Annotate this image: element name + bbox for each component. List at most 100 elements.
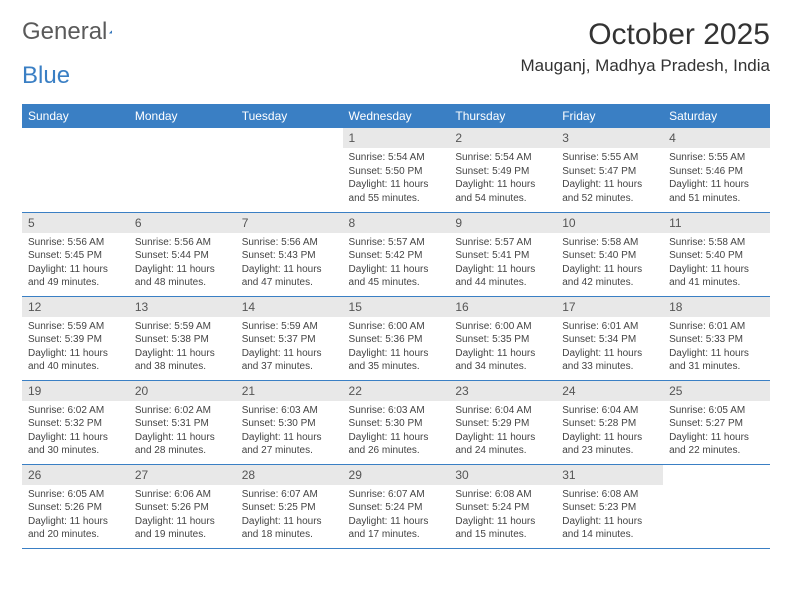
day-number: 30 — [449, 465, 556, 485]
day-number: 14 — [236, 297, 343, 317]
day-details: Sunrise: 5:59 AMSunset: 5:39 PMDaylight:… — [22, 317, 129, 377]
calendar-cell — [129, 128, 236, 212]
location: Mauganj, Madhya Pradesh, India — [521, 56, 771, 76]
calendar-cell: 27Sunrise: 6:06 AMSunset: 5:26 PMDayligh… — [129, 464, 236, 548]
weekday-header-row: Sunday Monday Tuesday Wednesday Thursday… — [22, 104, 770, 128]
day-number: 27 — [129, 465, 236, 485]
day-number: 13 — [129, 297, 236, 317]
calendar-cell: 30Sunrise: 6:08 AMSunset: 5:24 PMDayligh… — [449, 464, 556, 548]
day-details: Sunrise: 6:04 AMSunset: 5:29 PMDaylight:… — [449, 401, 556, 461]
title-block: October 2025 Mauganj, Madhya Pradesh, In… — [521, 18, 771, 76]
calendar-cell: 11Sunrise: 5:58 AMSunset: 5:40 PMDayligh… — [663, 212, 770, 296]
calendar-cell: 22Sunrise: 6:03 AMSunset: 5:30 PMDayligh… — [343, 380, 450, 464]
day-details: Sunrise: 6:01 AMSunset: 5:34 PMDaylight:… — [556, 317, 663, 377]
day-number: 20 — [129, 381, 236, 401]
col-sunday: Sunday — [22, 104, 129, 128]
calendar-cell: 9Sunrise: 5:57 AMSunset: 5:41 PMDaylight… — [449, 212, 556, 296]
day-number: 24 — [556, 381, 663, 401]
calendar-cell: 26Sunrise: 6:05 AMSunset: 5:26 PMDayligh… — [22, 464, 129, 548]
calendar-cell: 3Sunrise: 5:55 AMSunset: 5:47 PMDaylight… — [556, 128, 663, 212]
day-number: 21 — [236, 381, 343, 401]
calendar-cell: 24Sunrise: 6:04 AMSunset: 5:28 PMDayligh… — [556, 380, 663, 464]
day-number: 12 — [22, 297, 129, 317]
day-details: Sunrise: 6:06 AMSunset: 5:26 PMDaylight:… — [129, 485, 236, 545]
calendar-cell — [236, 128, 343, 212]
calendar-cell: 7Sunrise: 5:56 AMSunset: 5:43 PMDaylight… — [236, 212, 343, 296]
day-details: Sunrise: 5:56 AMSunset: 5:43 PMDaylight:… — [236, 233, 343, 293]
day-details: Sunrise: 5:55 AMSunset: 5:46 PMDaylight:… — [663, 148, 770, 208]
calendar-cell: 15Sunrise: 6:00 AMSunset: 5:36 PMDayligh… — [343, 296, 450, 380]
day-number: 7 — [236, 213, 343, 233]
calendar-cell: 5Sunrise: 5:56 AMSunset: 5:45 PMDaylight… — [22, 212, 129, 296]
day-number: 28 — [236, 465, 343, 485]
calendar-cell: 21Sunrise: 6:03 AMSunset: 5:30 PMDayligh… — [236, 380, 343, 464]
calendar-table: Sunday Monday Tuesday Wednesday Thursday… — [22, 104, 770, 549]
day-details: Sunrise: 5:54 AMSunset: 5:49 PMDaylight:… — [449, 148, 556, 208]
col-saturday: Saturday — [663, 104, 770, 128]
day-number: 10 — [556, 213, 663, 233]
calendar-row: 12Sunrise: 5:59 AMSunset: 5:39 PMDayligh… — [22, 296, 770, 380]
day-number: 9 — [449, 213, 556, 233]
day-details: Sunrise: 5:58 AMSunset: 5:40 PMDaylight:… — [663, 233, 770, 293]
day-details: Sunrise: 5:59 AMSunset: 5:37 PMDaylight:… — [236, 317, 343, 377]
day-details: Sunrise: 5:59 AMSunset: 5:38 PMDaylight:… — [129, 317, 236, 377]
calendar-cell: 1Sunrise: 5:54 AMSunset: 5:50 PMDaylight… — [343, 128, 450, 212]
calendar-cell: 4Sunrise: 5:55 AMSunset: 5:46 PMDaylight… — [663, 128, 770, 212]
day-details: Sunrise: 6:02 AMSunset: 5:32 PMDaylight:… — [22, 401, 129, 461]
calendar-row: 1Sunrise: 5:54 AMSunset: 5:50 PMDaylight… — [22, 128, 770, 212]
calendar-cell: 29Sunrise: 6:07 AMSunset: 5:24 PMDayligh… — [343, 464, 450, 548]
calendar-cell: 10Sunrise: 5:58 AMSunset: 5:40 PMDayligh… — [556, 212, 663, 296]
calendar-cell: 6Sunrise: 5:56 AMSunset: 5:44 PMDaylight… — [129, 212, 236, 296]
logo-text-general: General — [22, 18, 107, 46]
col-tuesday: Tuesday — [236, 104, 343, 128]
day-details: Sunrise: 6:03 AMSunset: 5:30 PMDaylight:… — [343, 401, 450, 461]
day-details: Sunrise: 6:00 AMSunset: 5:36 PMDaylight:… — [343, 317, 450, 377]
day-details: Sunrise: 5:54 AMSunset: 5:50 PMDaylight:… — [343, 148, 450, 208]
logo: General — [22, 18, 133, 46]
col-thursday: Thursday — [449, 104, 556, 128]
calendar-cell: 31Sunrise: 6:08 AMSunset: 5:23 PMDayligh… — [556, 464, 663, 548]
day-details: Sunrise: 6:08 AMSunset: 5:23 PMDaylight:… — [556, 485, 663, 545]
calendar-cell — [663, 464, 770, 548]
calendar-cell: 8Sunrise: 5:57 AMSunset: 5:42 PMDaylight… — [343, 212, 450, 296]
calendar-cell: 25Sunrise: 6:05 AMSunset: 5:27 PMDayligh… — [663, 380, 770, 464]
day-details: Sunrise: 6:05 AMSunset: 5:27 PMDaylight:… — [663, 401, 770, 461]
calendar-cell — [22, 128, 129, 212]
logo-sail-icon — [109, 22, 113, 42]
day-details: Sunrise: 6:07 AMSunset: 5:24 PMDaylight:… — [343, 485, 450, 545]
day-number: 25 — [663, 381, 770, 401]
month-title: October 2025 — [521, 18, 771, 52]
day-number: 29 — [343, 465, 450, 485]
day-details: Sunrise: 6:00 AMSunset: 5:35 PMDaylight:… — [449, 317, 556, 377]
col-friday: Friday — [556, 104, 663, 128]
day-number: 23 — [449, 381, 556, 401]
day-number: 5 — [22, 213, 129, 233]
day-number: 22 — [343, 381, 450, 401]
day-details: Sunrise: 6:08 AMSunset: 5:24 PMDaylight:… — [449, 485, 556, 545]
day-number: 3 — [556, 128, 663, 148]
day-number: 16 — [449, 297, 556, 317]
day-number: 1 — [343, 128, 450, 148]
day-details: Sunrise: 6:01 AMSunset: 5:33 PMDaylight:… — [663, 317, 770, 377]
calendar-cell: 17Sunrise: 6:01 AMSunset: 5:34 PMDayligh… — [556, 296, 663, 380]
calendar-cell: 2Sunrise: 5:54 AMSunset: 5:49 PMDaylight… — [449, 128, 556, 212]
day-details: Sunrise: 5:58 AMSunset: 5:40 PMDaylight:… — [556, 233, 663, 293]
day-details: Sunrise: 5:57 AMSunset: 5:42 PMDaylight:… — [343, 233, 450, 293]
day-number: 11 — [663, 213, 770, 233]
day-details: Sunrise: 6:05 AMSunset: 5:26 PMDaylight:… — [22, 485, 129, 545]
col-monday: Monday — [129, 104, 236, 128]
col-wednesday: Wednesday — [343, 104, 450, 128]
calendar-body: 1Sunrise: 5:54 AMSunset: 5:50 PMDaylight… — [22, 128, 770, 548]
calendar-cell: 19Sunrise: 6:02 AMSunset: 5:32 PMDayligh… — [22, 380, 129, 464]
day-details: Sunrise: 6:07 AMSunset: 5:25 PMDaylight:… — [236, 485, 343, 545]
day-details: Sunrise: 5:56 AMSunset: 5:44 PMDaylight:… — [129, 233, 236, 293]
day-number: 17 — [556, 297, 663, 317]
day-number: 2 — [449, 128, 556, 148]
calendar-cell: 13Sunrise: 5:59 AMSunset: 5:38 PMDayligh… — [129, 296, 236, 380]
day-number: 8 — [343, 213, 450, 233]
calendar-cell: 12Sunrise: 5:59 AMSunset: 5:39 PMDayligh… — [22, 296, 129, 380]
calendar-cell: 16Sunrise: 6:00 AMSunset: 5:35 PMDayligh… — [449, 296, 556, 380]
day-details: Sunrise: 5:56 AMSunset: 5:45 PMDaylight:… — [22, 233, 129, 293]
calendar-row: 19Sunrise: 6:02 AMSunset: 5:32 PMDayligh… — [22, 380, 770, 464]
day-details: Sunrise: 6:02 AMSunset: 5:31 PMDaylight:… — [129, 401, 236, 461]
